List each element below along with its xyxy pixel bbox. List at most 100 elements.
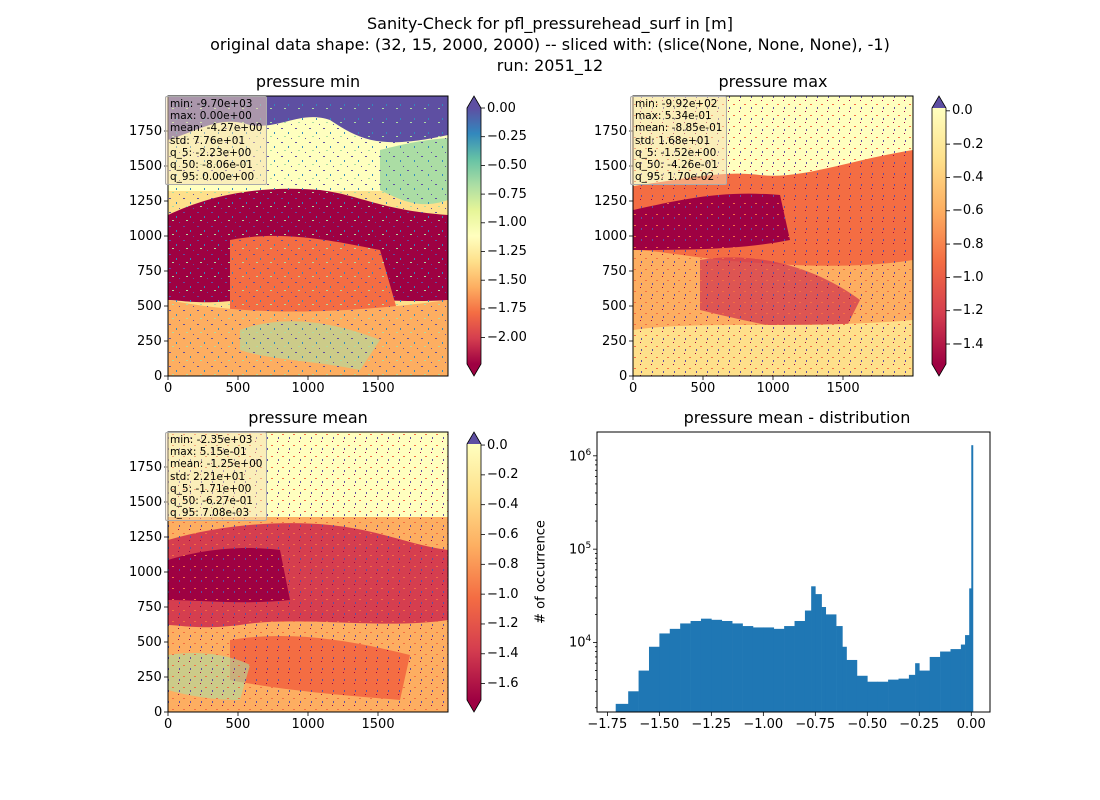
histogram-bar (680, 623, 691, 712)
colorbar-tick-label: 0.00 (487, 100, 516, 116)
histogram-bar (940, 651, 951, 712)
stat-line: min: -9.70e+03 (170, 98, 253, 110)
stat-line: mean: -4.27e+00 (170, 122, 263, 135)
x-tick-label: 0 (629, 381, 638, 396)
histogram-bar (732, 623, 743, 712)
y-tick-label: 1250 (129, 529, 163, 545)
y-axis-label-occurrence: # of occurrence (533, 520, 549, 624)
x-tick-label: 1000 (756, 381, 790, 396)
colorbar-tick-label: −1.0 (487, 586, 519, 602)
histogram-bar (690, 620, 702, 712)
panel-title-pressure-min: pressure min (255, 72, 361, 91)
histogram-bar (969, 588, 972, 712)
heatmap-pressure-min (168, 96, 448, 376)
y-axis-label-wrapper: # of occurrence (534, 520, 571, 624)
stat-line: min: -9.92e+02 (635, 98, 718, 110)
y-tick-label: 106 (569, 447, 592, 465)
colorbar-tick-label: −0.8 (952, 236, 984, 252)
stat-line: q_95: 1.70e-02 (635, 171, 715, 184)
histogram-bar (960, 644, 966, 712)
y-tick-label: 250 (602, 333, 627, 349)
y-tick-label: 105 (569, 541, 592, 558)
y-tick-label: 250 (137, 669, 162, 685)
colorbar-tick-label: −0.4 (952, 169, 984, 185)
stat-line: q_5: -2.23e+00 (170, 146, 252, 159)
panel-title-pressure-mean: pressure mean (248, 408, 368, 427)
stat-line: q_50: -6.27e-01 (170, 495, 253, 508)
figure-title-line-1: Sanity-Check for pfl_pressurehead_surf i… (367, 14, 733, 33)
histogram-bar (804, 610, 812, 712)
stat-line: min: -2.35e+03 (170, 434, 253, 446)
histogram-bar (742, 626, 754, 712)
tick-marks (164, 107, 972, 716)
x-tick-label: 500 (690, 381, 716, 396)
stats-box-pressure-max: min: -9.92e+02 max: 5.34e-01 mean: -8.85… (630, 96, 728, 186)
y-tick-label: 1750 (594, 123, 628, 139)
histogram-bar (669, 628, 681, 712)
stat-line: max: 5.34e-01 (635, 110, 712, 123)
histogram-bar (856, 675, 868, 712)
colorbar-tick-label: 0.0 (487, 437, 508, 453)
y-tick-label: 1750 (129, 459, 163, 475)
panel-title-pressure-max: pressure max (718, 72, 828, 91)
colorbar-tick-label: −1.2 (952, 303, 984, 319)
colorbar-tick-label: −0.4 (487, 497, 519, 513)
histogram-bar (638, 670, 650, 712)
histogram-bar (825, 614, 837, 712)
colorbar-tick-label: −1.4 (487, 646, 519, 662)
x-tick-label: 1500 (826, 381, 860, 396)
stat-line: q_50: -4.26e-01 (635, 159, 718, 172)
y-tick-label: 1500 (129, 494, 163, 510)
y-tick-label: 500 (137, 634, 162, 650)
colorbar-tick-label: −1.50 (487, 272, 527, 288)
y-tick-label: 0 (154, 368, 163, 384)
histogram-bar (773, 628, 785, 712)
x-tick-label: −0.50 (847, 717, 888, 732)
colorbar-tick-label: −2.00 (487, 330, 527, 346)
histogram-bar (763, 627, 775, 712)
y-tick-label: 1250 (594, 193, 628, 209)
colorbar-tick-label: −1.2 (487, 616, 519, 632)
histogram-bar (867, 681, 879, 712)
histogram-bar (836, 626, 843, 712)
x-tick-label: −1.25 (691, 717, 732, 732)
colorbar-tick-label: −1.75 (487, 301, 527, 317)
y-tick-label: 1500 (129, 158, 163, 174)
histogram-bar (659, 633, 671, 712)
axes-frame-distribution (596, 431, 991, 713)
stat-line: q_5: -1.52e+00 (635, 146, 717, 159)
y-tick-label: 1750 (129, 123, 163, 139)
stat-line: mean: -1.25e+00 (170, 458, 263, 471)
histogram-bar (794, 620, 806, 712)
y-tick-label: 500 (602, 298, 627, 314)
histogram-bar (877, 681, 889, 712)
colorbar-tick-label: −0.8 (487, 556, 519, 572)
colorbar-pressure-mean (466, 431, 482, 713)
colorbar-tick-label: −0.75 (487, 186, 527, 202)
stats-box-pressure-min: min: -9.70e+03 max: 0.00e+00 mean: -4.27… (165, 96, 268, 186)
colorbar-tick-label: −0.25 (487, 129, 527, 145)
stat-line: max: 0.00e+00 (170, 110, 252, 123)
x-tick-label: −1.00 (743, 717, 784, 732)
stat-line: mean: -8.85e-01 (635, 122, 723, 135)
x-tick-label: 0.00 (956, 717, 986, 732)
figure-title-line-2: original data shape: (32, 15, 2000, 2000… (210, 35, 890, 54)
panel-title-distribution: pressure mean - distribution (683, 408, 911, 427)
y-tick-label: 250 (137, 333, 162, 349)
x-tick-label: −0.75 (795, 717, 836, 732)
colorbar-pressure-max (931, 95, 947, 377)
histogram-bar (615, 703, 629, 712)
histogram-bar (915, 663, 920, 712)
y-tick-label: 750 (602, 263, 627, 279)
stat-line: q_5: -1.71e+00 (170, 482, 252, 495)
histogram-bar (919, 670, 930, 712)
stat-line: max: 5.15e-01 (170, 446, 247, 459)
histogram-bar (628, 691, 639, 712)
histogram-bar (648, 646, 660, 712)
histogram-bar (965, 635, 970, 712)
histogram-bar (815, 594, 822, 712)
histogram-bar (721, 620, 733, 712)
x-tick-label: 500 (225, 717, 251, 732)
y-tick-label: 1250 (129, 193, 163, 209)
x-tick-label: −0.25 (899, 717, 940, 732)
